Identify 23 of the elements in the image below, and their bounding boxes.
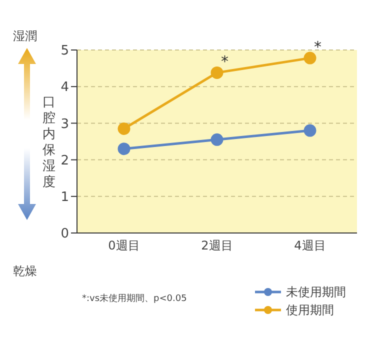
x-tick-label: 2週目 (201, 238, 233, 253)
y-tick-label: 5 (60, 44, 69, 59)
x-tick-label: 4週目 (294, 238, 326, 253)
point (118, 142, 130, 156)
y-tick-label: 4 (60, 80, 69, 96)
legend-label: 使用期間 (286, 302, 334, 318)
y-tick-label: 0 (60, 226, 69, 242)
y-tick-label: 3 (60, 116, 69, 132)
legend-label: 未使用期間 (286, 284, 346, 300)
text: 湿潤 (13, 28, 37, 45)
point (210, 66, 224, 79)
x-tick-label: 0週目 (108, 238, 140, 253)
y-tick-label: 1 (60, 190, 69, 206)
point (210, 133, 224, 146)
y-axis-title: 口腔内保湿度 (42, 95, 56, 191)
text: *:vs未使用期間、p<0.05 (82, 292, 187, 305)
point (118, 122, 130, 135)
text: 乾燥 (13, 263, 37, 280)
annotation: * (314, 38, 322, 56)
point (304, 52, 316, 64)
annotation: * (221, 52, 229, 71)
point (304, 124, 316, 137)
y-tick-label: 2 (60, 153, 69, 168)
